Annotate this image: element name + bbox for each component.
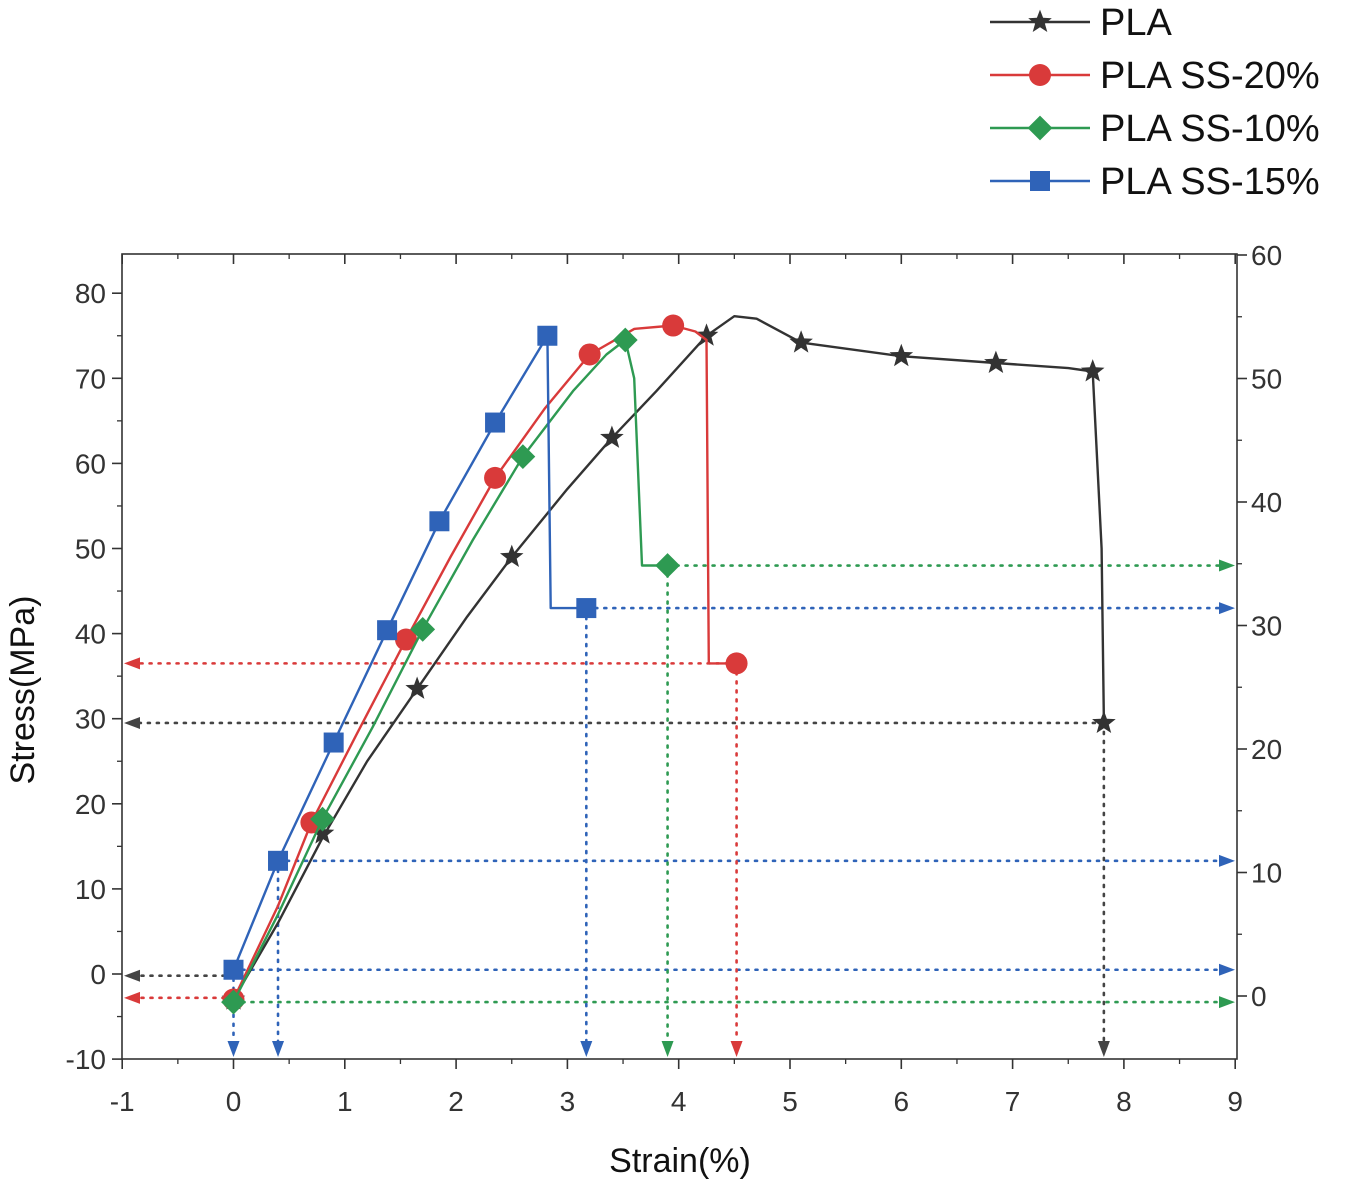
y-tick-label: 20 (75, 789, 106, 820)
data-point-pla-ss-15 (323, 732, 344, 753)
guide-arrowhead (1219, 963, 1235, 976)
data-point-pla-ss-15 (576, 598, 597, 619)
data-point-pla-ss-10 (655, 553, 680, 578)
data-point-pla-ss-10 (612, 327, 638, 353)
data-point-pla (1092, 710, 1116, 733)
legend-label: PLA SS-15% (1100, 161, 1320, 203)
x-tick-label: 9 (1227, 1086, 1243, 1117)
data-point-pla-ss-20 (662, 314, 685, 337)
guide-arrowhead (124, 657, 140, 670)
data-point-pla-ss-20 (395, 628, 418, 651)
x-tick-label: 2 (448, 1086, 464, 1117)
series-line-pla (232, 315, 1106, 1001)
series-line-pla-ss-20 (232, 324, 737, 1001)
legend-label: PLA SS-20% (1100, 55, 1320, 97)
x-tick-label: 3 (560, 1086, 576, 1117)
data-point-pla-ss-15 (223, 959, 244, 980)
data-point-pla-ss-10 (221, 989, 246, 1015)
y2-tick-label: 30 (1251, 611, 1282, 642)
x-tick-label: -1 (110, 1086, 135, 1117)
legend: PLA PLA SS-20% PLA SS-10% PLA SS-15% (990, 2, 1320, 203)
legend-item-pla: PLA (990, 2, 1172, 44)
data-point-pla-ss-20 (725, 652, 748, 675)
x-tick-label: 7 (1005, 1086, 1021, 1117)
data-point-pla (889, 343, 914, 367)
x-tick-label: 1 (337, 1086, 353, 1117)
data-point-pla (1080, 359, 1105, 382)
x-tick-label: 0 (226, 1086, 242, 1117)
guide-arrowhead (1219, 854, 1235, 867)
series-pla-ss-15 (223, 325, 597, 980)
guide-arrowhead (580, 1041, 593, 1057)
legend-item-pla-ss-10: PLA SS-10% (990, 108, 1320, 150)
data-point-pla-ss-15 (429, 511, 450, 532)
legend-label: PLA SS-10% (1100, 108, 1320, 150)
data-point-pla (789, 330, 813, 353)
legend-marker-pla (1028, 9, 1052, 32)
data-point-pla (500, 544, 524, 567)
plot-border (121, 253, 1238, 1060)
legend-marker-pla-ss-20 (1029, 64, 1051, 86)
y-tick-label: 70 (75, 363, 106, 394)
y2-tick-label: 50 (1251, 364, 1282, 395)
guide-arrowhead (227, 1041, 240, 1057)
y2-tick-label: 10 (1251, 858, 1282, 889)
x-tick-label: 4 (671, 1086, 687, 1117)
legend-marker-pla-ss-10 (1027, 115, 1053, 141)
x-axis-title: Strain(%) (609, 1142, 751, 1180)
guide-arrowhead (1219, 996, 1235, 1009)
guide-arrowhead (124, 969, 140, 982)
y-tick-label: 80 (75, 278, 106, 309)
y-tick-label: 30 (75, 704, 106, 735)
y2-tick-label: 60 (1251, 240, 1282, 271)
legend-item-pla-ss-20: PLA SS-20% (990, 55, 1320, 97)
axes-layer: -1 0 1 2 3 4 5 6 7 8 9-100102030405060708001020304… (66, 240, 1283, 1117)
plot-frame (121, 253, 1238, 1060)
data-point-pla-ss-20 (578, 343, 601, 366)
series-layer (221, 314, 1116, 1015)
data-point-pla-ss-10 (410, 616, 436, 642)
data-point-pla-ss-10 (510, 444, 536, 469)
y2-tick-label: 0 (1251, 981, 1267, 1012)
guide-arrows (124, 559, 1235, 1057)
y2-tick-label: 40 (1251, 487, 1282, 518)
legend-label: PLA (1100, 2, 1172, 44)
y-tick-label: 40 (75, 619, 106, 650)
x-tick-label: 8 (1116, 1086, 1132, 1117)
data-point-pla-ss-15 (485, 412, 506, 433)
data-point-pla-ss-20 (484, 466, 507, 489)
data-point-pla-ss-15 (268, 850, 289, 871)
y-tick-label: -10 (66, 1044, 106, 1075)
guide-arrowhead (661, 1041, 674, 1057)
guide-arrowhead (730, 1041, 743, 1057)
y-axis-title: Stress(MPa) (4, 596, 42, 785)
data-point-pla (310, 821, 335, 844)
legend-marker-pla-ss-15 (1030, 171, 1050, 191)
data-point-pla (405, 676, 429, 699)
x-tick-label: 6 (894, 1086, 910, 1117)
data-point-pla (600, 425, 624, 448)
x-tick-label: 5 (782, 1086, 798, 1117)
guide-arrowhead (124, 991, 140, 1004)
legend-item-pla-ss-15: PLA SS-15% (990, 161, 1320, 203)
series-pla (221, 315, 1116, 1010)
guide-arrowhead (1219, 602, 1235, 615)
data-point-pla-ss-10 (310, 806, 335, 832)
series-line-pla-ss-10 (232, 338, 668, 1003)
y-tick-label: 50 (75, 534, 106, 565)
guide-arrowhead (272, 1041, 285, 1057)
y-tick-label: 10 (75, 874, 106, 905)
guide-arrowhead (124, 716, 140, 729)
data-point-pla-ss-15 (537, 325, 558, 346)
data-point-pla (694, 323, 719, 346)
guide-arrowhead (1219, 559, 1235, 572)
data-point-pla-ss-15 (377, 620, 398, 641)
guide-arrowhead (1097, 1041, 1110, 1057)
y-tick-label: 60 (75, 448, 106, 479)
series-pla-ss-10 (221, 327, 680, 1015)
y-tick-label: 0 (90, 959, 106, 990)
y2-tick-label: 20 (1251, 734, 1282, 765)
data-point-pla (984, 350, 1008, 373)
